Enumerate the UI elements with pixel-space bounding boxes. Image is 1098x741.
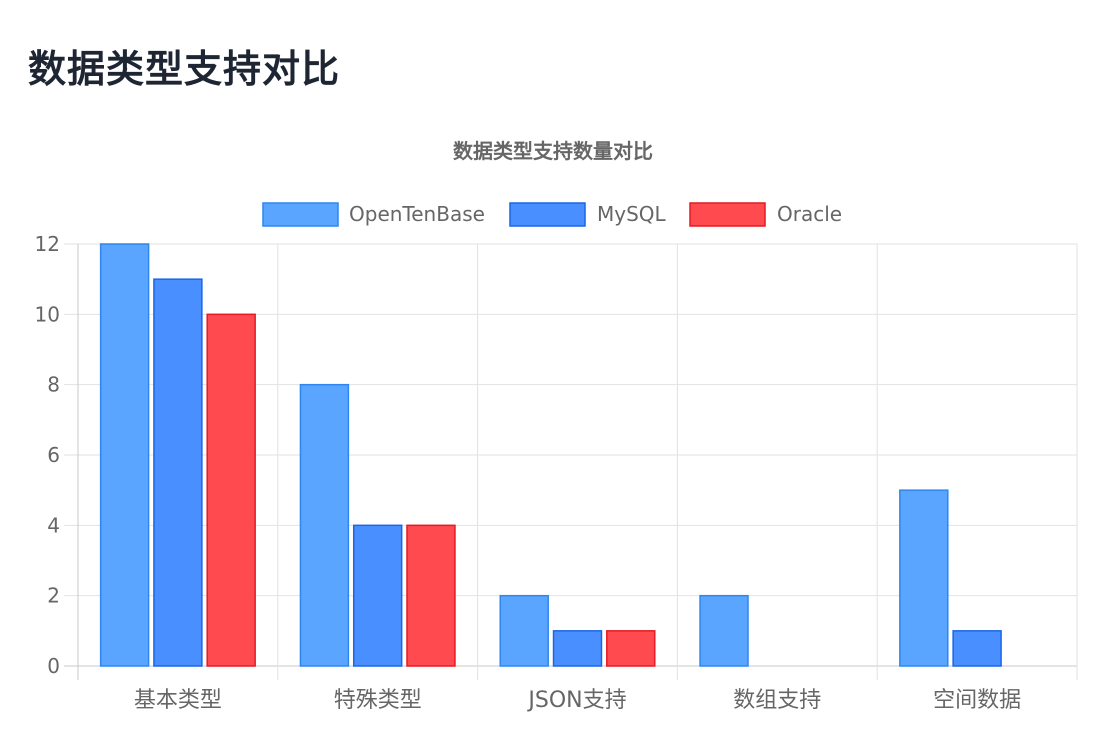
bar-mysql [352,524,403,667]
bar-mysql [153,278,203,667]
bars [99,243,1002,667]
x-tick-label: 特殊类型 [334,688,422,713]
y-tick-label: 8 [47,373,60,397]
chart-title: 数据类型支持数量对比 [453,139,653,163]
legend-swatch-oracle [689,202,766,227]
y-tick-label: 0 [47,654,60,678]
legend-swatch-opentenbase [262,202,339,227]
x-tick-label: JSON支持 [526,688,626,713]
bar-mysql [952,630,1002,667]
page-title: 数据类型支持对比 [28,47,341,91]
bar-opentenbase [499,594,549,667]
x-tick-label: 基本类型 [134,688,222,713]
bar-oracle [206,313,256,667]
legend-label-oracle: Oracle [777,202,842,226]
bar-opentenbase [899,489,949,667]
y-tick-label: 6 [47,443,60,467]
legend-item-oracle[interactable]: Oracle [689,202,842,227]
legend-label-opentenbase: OpenTenBase [349,202,485,226]
x-tick-label: 数组支持 [733,688,821,713]
legend-item-mysql[interactable]: MySQL [509,202,667,227]
legend-swatch-mysql [509,202,586,227]
bar-opentenbase [299,383,350,667]
bar-oracle [606,630,656,667]
y-tick-label: 12 [35,232,60,256]
axes: 0 2 4 6 8 10 12 基本类型 特殊类型 JSON支持 数组支持 空间数据 [35,232,1022,713]
bar-opentenbase [699,594,749,667]
legend: OpenTenBase MySQL Oracle [262,202,842,227]
legend-label-mysql: MySQL [597,202,667,226]
y-tick-label: 4 [47,513,60,537]
bar-oracle [406,524,456,667]
y-tick-label: 2 [47,584,60,608]
legend-item-opentenbase[interactable]: OpenTenBase [262,202,485,227]
x-tick-label: 空间数据 [933,688,1021,713]
bar-opentenbase [99,243,150,667]
y-tick-label: 10 [35,302,60,326]
bar-mysql [552,630,603,667]
